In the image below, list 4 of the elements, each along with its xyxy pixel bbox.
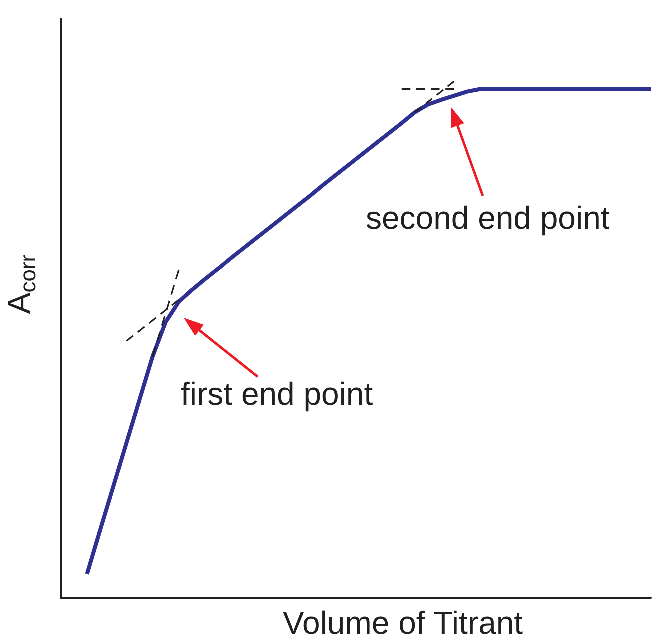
annotation: second end point <box>366 200 610 236</box>
x-axis-title: Volume of Titrant <box>282 605 524 639</box>
annotation: first end point <box>181 376 374 412</box>
y-axis-title: Acorr <box>1 254 40 314</box>
